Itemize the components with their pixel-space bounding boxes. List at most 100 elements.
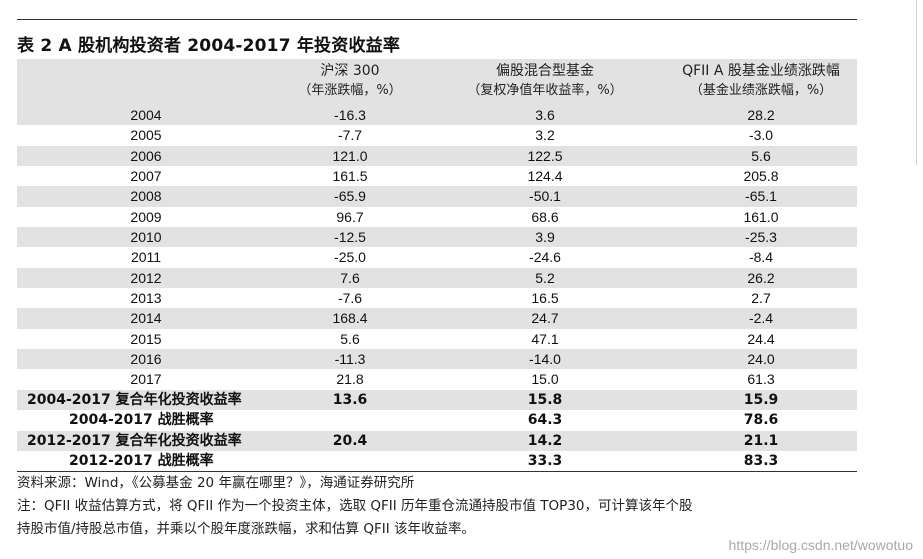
table-row: 2007 161.5 124.4 205.8 [17,166,857,187]
table-body: 2004 -16.3 3.6 28.2 2005 -7.7 3.2 -3.0 2006 121.0… [17,105,857,472]
row-year: 2017 [130,371,162,388]
table-row: 2012 7.6 5.2 26.2 [17,267,857,289]
summary-row: 2004-2017 战胜概率 64.3 78.6 [17,410,857,431]
cell-hs300: 21.8 [336,371,364,388]
header-fund: 偏股混合型基金 （复权净值年收益率，%） [425,61,665,101]
cell-fund: 124.4 [527,168,563,185]
cell-fund: -24.6 [529,249,561,266]
cell-fund: 3.9 [535,229,555,246]
summary-row: 2004-2017 复合年化投资收益率 13.6 15.8 15.9 [17,389,857,411]
table-title: 表 2 A 股机构投资者 2004-2017 年投资收益率 [17,36,401,56]
summary-label: 2012-2017 战胜概率 [69,452,214,469]
row-year: 2014 [130,310,162,327]
summary-qfii: 21.1 [743,432,779,449]
row-year: 2013 [130,290,162,307]
row-year: 2005 [130,127,162,144]
cell-fund: 3.2 [535,127,555,144]
cell-hs300: 168.4 [332,310,368,327]
header-qfii-sub: （基金业绩涨跌幅，%） [689,83,833,98]
cell-qfii: 2.7 [751,290,771,307]
right-edge-line [916,0,917,165]
row-year: 2008 [130,188,162,205]
method-note-line2: 持股市值/持股总市值，并乘以个股年度涨跌幅，求和估算 QFII 该年收益率。 [17,521,475,537]
summary-label: 2004-2017 复合年化投资收益率 [27,391,242,408]
summary-fund: 64.3 [527,412,563,429]
table-header: 沪深 300 （年涨跌幅，%） 偏股混合型基金 （复权净值年收益率，%） QFI… [17,59,857,105]
summary-hs300: 13.6 [332,391,368,408]
row-year: 2012 [130,269,162,286]
cell-hs300: -25.0 [334,249,366,266]
cell-fund: 16.5 [531,290,559,307]
table-row: 2004 -16.3 3.6 28.2 [17,105,857,126]
row-year: 2007 [130,168,162,185]
cell-fund: -50.1 [529,188,561,205]
table-row: 2010 -12.5 3.9 -25.3 [17,227,857,248]
cell-qfii: -2.4 [748,310,774,327]
header-qfii: QFII A 股基金业绩涨跌幅 （基金业绩涨跌幅，%） [665,61,857,101]
table-row: 2017 21.8 15.0 61.3 [17,369,857,390]
notes: 资料来源：Wind，《公募基金 20 年赢在哪里？》，海通证券研究所 注：QFI… [17,472,877,541]
cell-qfii: -25.3 [745,229,777,246]
row-year: 2004 [130,107,162,123]
cell-qfii: 26.2 [747,269,775,286]
source-note: 资料来源：Wind，《公募基金 20 年赢在哪里？》，海通证券研究所 [17,475,415,491]
cell-hs300: 121.0 [332,147,368,164]
cell-qfii: 24.0 [747,351,775,368]
cell-fund: 68.6 [531,208,559,225]
summary-fund: 33.3 [527,452,563,469]
cell-qfii: -3.0 [748,127,774,144]
cell-fund: 24.7 [531,310,559,327]
cell-fund: 3.6 [535,107,555,123]
table-row: 2011 -25.0 -24.6 -8.4 [17,247,857,268]
cell-qfii: -65.1 [745,188,777,205]
cell-fund: -14.0 [529,351,561,368]
cell-qfii: 61.3 [747,371,775,388]
row-year: 2016 [130,351,162,368]
cell-hs300: -7.7 [337,127,363,144]
summary-row: 2012-2017 复合年化投资收益率 20.4 14.2 21.1 [17,430,857,451]
row-year: 2015 [130,330,162,347]
table-row: 2015 5.6 47.1 24.4 [17,328,857,350]
top-rule [17,19,857,20]
method-note-line1: 注：QFII 收益估算方式，将 QFII 作为一个投资主体，选取 QFII 历年… [17,498,693,514]
cell-qfii: 161.0 [743,208,779,225]
cell-qfii: 205.8 [743,168,779,185]
summary-qfii: 78.6 [743,412,779,429]
returns-table: 沪深 300 （年涨跌幅，%） 偏股混合型基金 （复权净值年收益率，%） QFI… [17,59,857,472]
table-row: 2013 -7.6 16.5 2.7 [17,288,857,309]
summary-hs300: 20.4 [332,432,368,449]
cell-hs300: 96.7 [336,208,364,225]
cell-hs300: -11.3 [334,351,366,368]
row-year: 2006 [130,147,162,164]
row-year: 2010 [130,229,162,246]
header-hs300: 沪深 300 （年涨跌幅，%） [275,61,425,101]
row-year: 2011 [130,249,162,266]
table-row: 2016 -11.3 -14.0 24.0 [17,349,857,370]
cell-qfii: -8.4 [748,249,774,266]
table-row: 2006 121.0 122.5 5.6 [17,145,857,167]
cell-hs300: 7.6 [340,269,360,286]
cell-qfii: 5.6 [751,147,771,164]
cell-hs300: -65.9 [334,188,366,205]
cell-fund: 5.2 [535,269,555,286]
table-row: 2008 -65.9 -50.1 -65.1 [17,186,857,207]
summary-fund: 15.8 [527,391,563,408]
summary-row: 2012-2017 战胜概率 33.3 83.3 [17,450,857,472]
cell-fund: 15.0 [531,371,559,388]
table-row: 2009 96.7 68.6 161.0 [17,206,857,228]
header-fund-sub: （复权净值年收益率，%） [467,83,623,98]
summary-label: 2012-2017 复合年化投资收益率 [27,432,242,449]
summary-label: 2004-2017 战胜概率 [69,412,214,429]
cell-hs300: 5.6 [340,330,360,347]
cell-fund: 47.1 [531,330,559,347]
summary-fund: 14.2 [527,432,563,449]
cell-hs300: -7.6 [337,290,363,307]
watermark: https://blog.csdn.net/wowotuo [728,537,913,553]
header-fund-main: 偏股混合型基金 [496,63,594,79]
row-year: 2009 [130,208,162,225]
header-hs300-sub: （年涨跌幅，%） [298,83,402,98]
table-row: 2014 168.4 24.7 -2.4 [17,308,857,329]
cell-hs300: -16.3 [334,107,366,123]
cell-qfii: 24.4 [747,330,775,347]
cell-qfii: 28.2 [747,107,775,123]
